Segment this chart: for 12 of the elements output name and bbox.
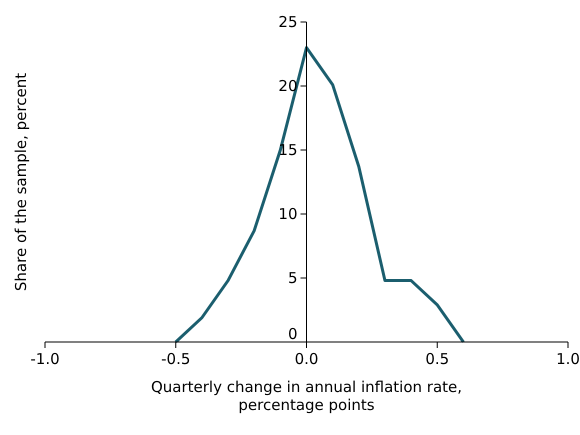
- x-tick-label: -1.0: [30, 350, 60, 368]
- line-series: [174, 46, 465, 344]
- x-tick-label: 0.5: [425, 350, 450, 368]
- x-tick-label: 0.0: [294, 350, 318, 368]
- y-axis-title: Share of the sample, percent: [12, 72, 30, 292]
- x-tick-label: 1.0: [556, 350, 580, 368]
- y-tick-label: 5: [288, 269, 298, 287]
- y-tick-label: 0: [288, 325, 298, 343]
- y-tick-label: 10: [278, 205, 298, 223]
- x-tick-label: -0.5: [161, 350, 190, 368]
- x-axis-title: Quarterly change in annual inflation rate, percentage points: [150, 378, 462, 414]
- y-tick-label: 25: [278, 13, 298, 31]
